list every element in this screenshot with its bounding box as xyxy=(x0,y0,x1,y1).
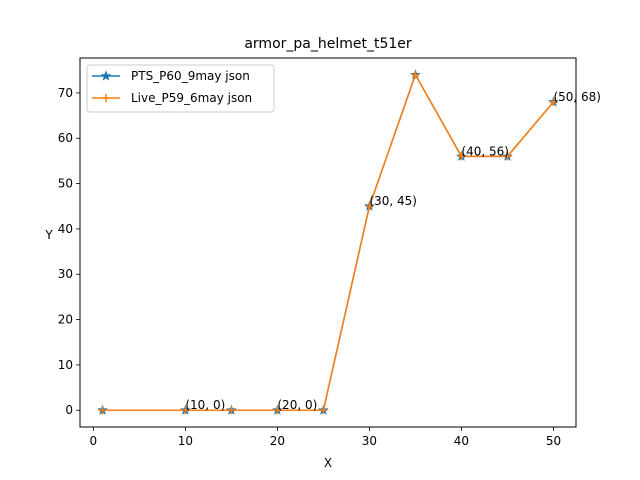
y-axis-label: Y xyxy=(44,228,53,242)
legend: PTS_P60_9may json Live_P59_6may json xyxy=(86,64,275,113)
data-label: (20, 0) xyxy=(277,398,317,412)
data-label: (10, 0) xyxy=(185,398,225,412)
chart-title: armor_pa_helmet_t51er xyxy=(244,36,412,52)
legend-marker-1 xyxy=(100,70,112,81)
y-tick-label: 40 xyxy=(58,222,73,236)
series-2-point xyxy=(273,406,282,415)
data-label: (50, 68) xyxy=(553,90,601,104)
y-tick-label: 60 xyxy=(58,131,73,145)
series-line-1 xyxy=(102,74,555,411)
series-2-point xyxy=(503,152,512,161)
x-tick-label: 0 xyxy=(90,434,98,448)
series-2-point xyxy=(365,202,374,211)
y-tick-label: 30 xyxy=(58,267,73,281)
x-tick-label: 20 xyxy=(270,434,285,448)
x-tick-label: 50 xyxy=(546,434,561,448)
plot-marks xyxy=(97,69,559,415)
series-2-point xyxy=(549,97,558,106)
x-axis-label: X xyxy=(324,456,332,470)
y-tick-label: 70 xyxy=(58,86,73,100)
legend-marker-2 xyxy=(102,94,110,102)
legend-box xyxy=(86,64,275,113)
y-tick-label: 0 xyxy=(65,403,73,417)
series-2-point xyxy=(98,406,107,415)
series-2-point xyxy=(411,70,420,79)
plot-frame xyxy=(79,57,577,428)
series-2-point xyxy=(319,406,328,415)
x-tick-label: 30 xyxy=(362,434,377,448)
series-line-2 xyxy=(102,74,555,411)
y-tick-label: 20 xyxy=(58,313,73,327)
series-2-point xyxy=(181,406,190,415)
legend-label-2: Live_P59_6may json xyxy=(131,91,252,105)
y-tick-label: 10 xyxy=(58,358,73,372)
data-label: (40, 56) xyxy=(461,144,509,158)
y-tick-label: 50 xyxy=(58,177,73,191)
x-tick-label: 40 xyxy=(454,434,469,448)
x-axis: 0 10 20 30 40 50 xyxy=(90,427,561,448)
series-2-point xyxy=(457,152,466,161)
legend-label-1: PTS_P60_9may json xyxy=(131,69,250,83)
series-2-point xyxy=(227,406,236,415)
data-label: (30, 45) xyxy=(369,194,417,208)
data-annotations: (10, 0) (20, 0) (30, 45) (40, 56) (50, 68) xyxy=(185,90,601,412)
y-axis: 0 10 20 30 40 50 60 70 xyxy=(58,86,80,417)
x-tick-label: 10 xyxy=(178,434,193,448)
